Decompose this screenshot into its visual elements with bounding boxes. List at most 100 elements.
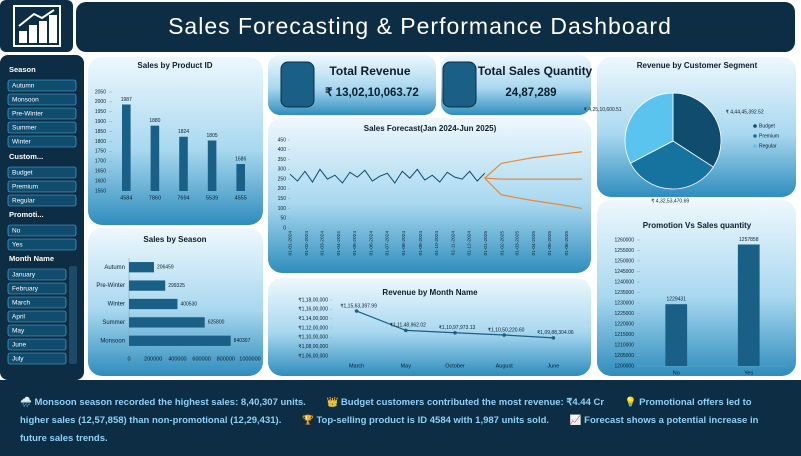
y-tick-label: 100 <box>278 206 287 212</box>
slicer-item[interactable] <box>7 121 77 134</box>
bar <box>179 136 188 191</box>
legend-swatch <box>753 144 757 148</box>
slicer-item-label[interactable]: Premium <box>12 184 38 191</box>
value-label: ₹1,11,48,962.02 <box>390 323 426 329</box>
category-label: August <box>496 363 514 369</box>
slicer-item[interactable] <box>7 338 67 351</box>
y-tick-label: 150 <box>278 196 287 202</box>
slicer-item-label[interactable]: Budget <box>12 170 33 177</box>
y-tick-label: ₹1,12,00,000 <box>298 325 328 331</box>
y-tick-label: 1800 <box>95 139 106 145</box>
slicer-item[interactable] <box>7 238 77 251</box>
value-label: 1686 <box>235 156 246 162</box>
slicer-item-label[interactable]: July <box>12 356 24 363</box>
slicer-item[interactable] <box>7 93 77 106</box>
category-label: 7694 <box>177 195 189 201</box>
x-tick-label: 400000 <box>168 356 186 362</box>
slicer-item-label[interactable]: Winter <box>12 139 32 146</box>
value-label: 206459 <box>157 265 174 271</box>
data-label: ₹ 4,44,45,392.52 <box>726 110 764 116</box>
bar <box>129 298 178 310</box>
chart-title: Revenue by Month Name <box>382 288 478 297</box>
slicer-item[interactable] <box>7 224 77 237</box>
x-tick-label: 01-10-2024 <box>434 231 440 256</box>
slicer-item-label[interactable]: Yes <box>12 242 23 249</box>
slicer-item-label[interactable]: Summer <box>12 125 37 132</box>
slicer-item[interactable] <box>7 352 67 365</box>
value-label: 299325 <box>168 283 185 289</box>
y-tick-label: 1550 <box>95 188 106 194</box>
x-tick-label: 200000 <box>144 356 162 362</box>
legend-swatch <box>753 124 757 128</box>
bar <box>207 140 217 191</box>
slicer-item[interactable] <box>7 268 67 281</box>
y-tick-label: ₹1,18,00,000 <box>298 297 328 303</box>
slicer-item[interactable] <box>7 166 77 179</box>
scrollbar[interactable] <box>69 266 77 364</box>
slicer-item-label[interactable]: January <box>12 272 36 279</box>
x-tick-label: 01-03-2024 <box>319 231 325 256</box>
slicer-item-label[interactable]: May <box>12 328 25 335</box>
slicer-item[interactable] <box>7 324 67 337</box>
bar <box>150 125 160 191</box>
kpi-label: Total Revenue <box>329 64 410 78</box>
value-label: ₹1,10,50,220.60 <box>488 327 525 333</box>
value-label: 1824 <box>178 129 189 135</box>
y-tick-label: 350 <box>278 157 287 163</box>
slicer-item[interactable] <box>7 107 77 120</box>
value-label: 1987 <box>121 97 132 103</box>
y-tick-label: 1245000 <box>615 269 635 275</box>
slicer-item[interactable] <box>7 310 67 323</box>
slicer-title: Season <box>9 65 36 74</box>
y-tick-label: ₹1,08,00,000 <box>298 344 328 350</box>
value-label: ₹1,09,88,304.06 <box>537 330 574 336</box>
panel <box>268 118 591 273</box>
category-label: October <box>445 363 465 369</box>
series-line <box>484 177 583 210</box>
slicer-item[interactable] <box>7 79 77 92</box>
x-tick-label: 01-02-2025 <box>500 231 506 256</box>
slicer-item-label[interactable]: Regular <box>12 198 36 205</box>
x-tick-label: 01-03-2025 <box>515 231 521 256</box>
y-tick-label: 1200000 <box>615 363 635 369</box>
kpi-icon <box>280 61 315 108</box>
y-tick-label: ₹1,10,00,000 <box>298 335 328 341</box>
category-label: No <box>673 370 680 376</box>
value-label: 400530 <box>180 301 197 307</box>
slicer-item-label[interactable]: February <box>12 286 39 293</box>
y-tick-label: 1950 <box>95 109 106 115</box>
y-tick-label: 1240000 <box>615 279 635 285</box>
slicer-item[interactable] <box>7 135 77 148</box>
slicer-item-label[interactable]: April <box>12 314 26 321</box>
slicer-item-label[interactable]: Monsoon <box>12 97 39 104</box>
point <box>551 336 556 340</box>
slicer-item-label[interactable]: March <box>12 300 30 307</box>
slicer-item[interactable] <box>7 282 67 295</box>
y-tick-label: 1600 <box>95 178 106 184</box>
panel <box>268 278 591 376</box>
category-label: March <box>349 363 364 369</box>
slicer-item[interactable] <box>7 296 67 309</box>
bar <box>665 304 688 366</box>
slicer-item-label[interactable]: June <box>12 342 26 349</box>
slicer-item-label[interactable]: Pre-Winter <box>12 111 44 118</box>
y-tick-label: 250 <box>278 176 287 182</box>
point <box>502 333 507 337</box>
x-tick-label: 01-04-2024 <box>336 231 342 256</box>
chart-title: Sales by Product ID <box>137 61 212 70</box>
kpi-label: Total Sales Quantity <box>478 64 593 78</box>
y-tick-label: 450 <box>278 137 287 143</box>
value-label: 840307 <box>234 338 251 344</box>
slicer-item[interactable] <box>7 194 77 207</box>
value-label: ₹1,15,63,397.99 <box>340 303 377 309</box>
category-label: Winter <box>108 302 125 308</box>
slicer-item-label[interactable]: Autumn <box>12 83 35 90</box>
y-tick-label: 1650 <box>95 169 106 175</box>
slicer-item-label[interactable]: No <box>12 228 21 235</box>
panel <box>88 57 263 225</box>
dashboard-canvas: Sales Forecasting & Performance Dashboar… <box>0 0 796 380</box>
slicer-item[interactable] <box>7 180 77 193</box>
x-tick-label: 01-06-2025 <box>564 231 570 256</box>
legend-label: Budget <box>759 123 775 129</box>
y-tick-label: 2000 <box>95 99 106 105</box>
